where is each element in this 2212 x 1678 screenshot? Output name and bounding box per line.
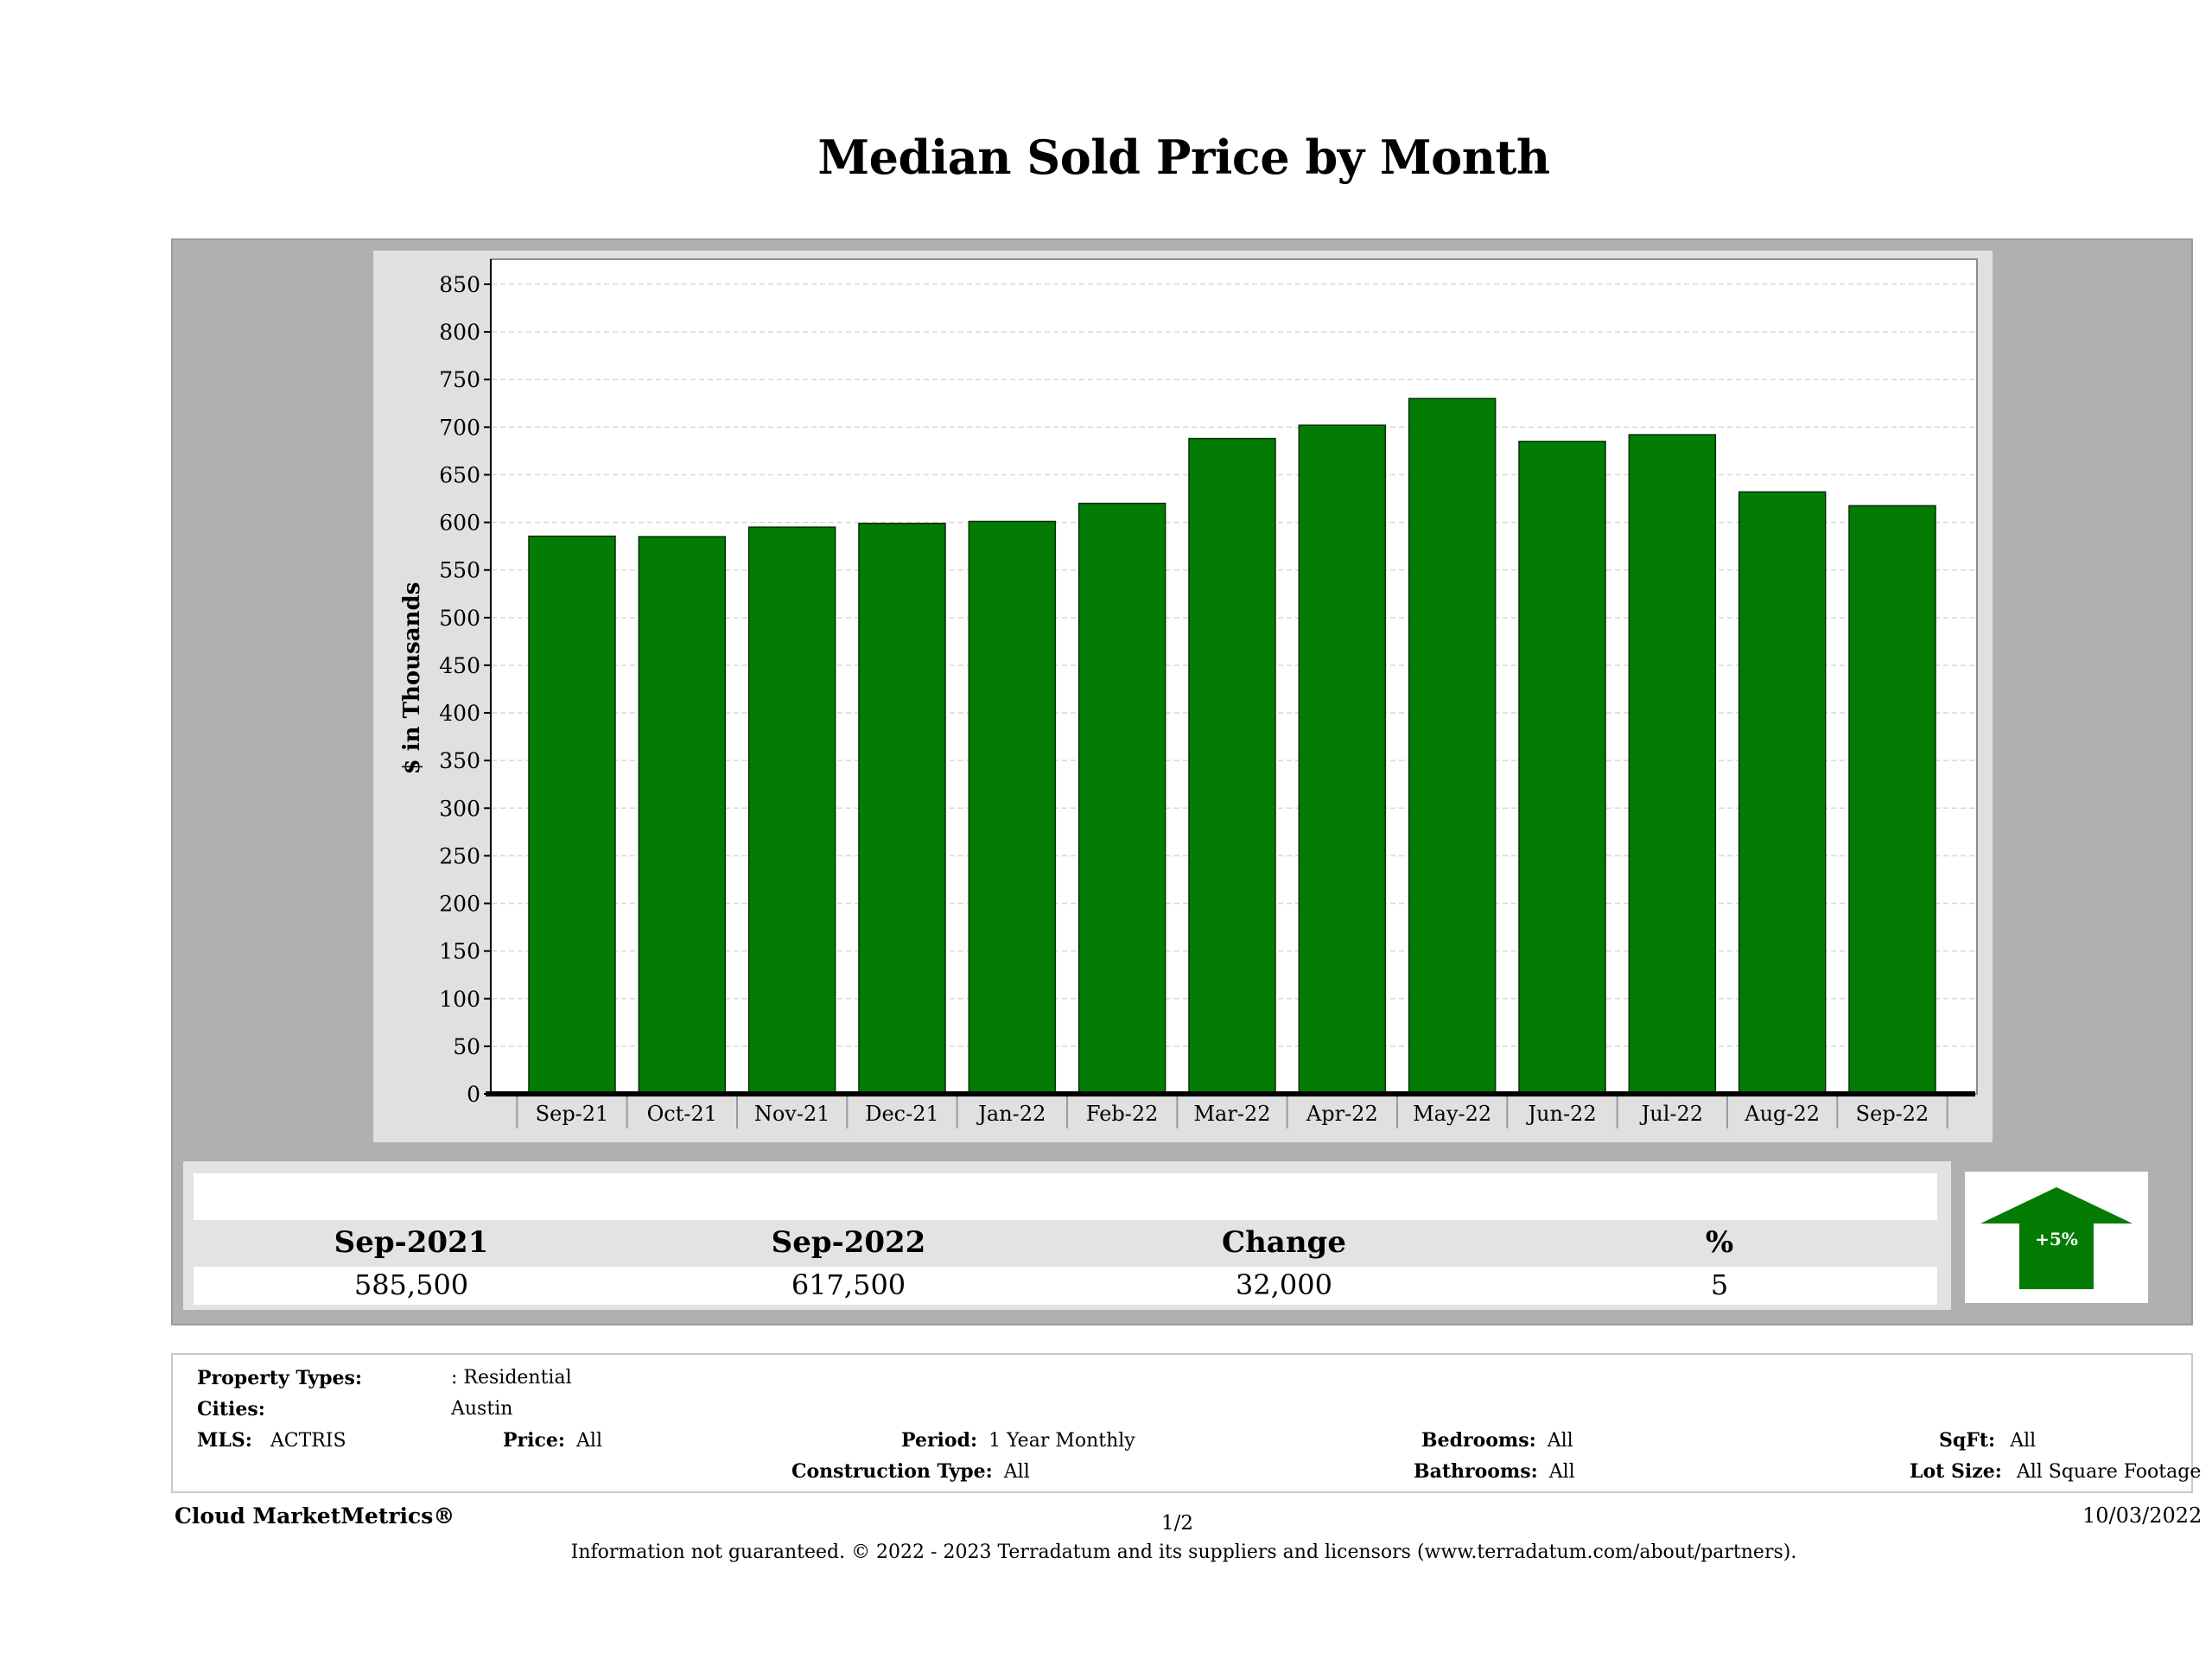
bar (1848, 505, 1936, 1095)
up-arrow-icon (1980, 1187, 2133, 1289)
x-tick-label: Apr-22 (1306, 1102, 1378, 1126)
filter-period-label: Period: (901, 1429, 978, 1452)
change-arrow-box (1965, 1172, 2148, 1303)
y-tick-label: 400 (439, 701, 480, 726)
bar (1628, 434, 1717, 1095)
summary-percent-header: % (1705, 1225, 1734, 1260)
filter-property-types-value: : Residential (451, 1367, 572, 1389)
bar (638, 536, 727, 1095)
filter-bathrooms: Bathrooms: All (1414, 1460, 1575, 1483)
filter-bathrooms-value: All (1548, 1461, 1575, 1483)
summary-start-value: 585,500 (353, 1268, 469, 1301)
x-tick-label: Jul-22 (1639, 1102, 1703, 1126)
summary-percent-value: 5 (1710, 1268, 1729, 1301)
summary-values-strip (194, 1267, 1937, 1305)
filter-mls: MLS: ACTRIS (197, 1429, 346, 1452)
filter-construction-type-label: Construction Type: (791, 1460, 993, 1483)
x-tick-label: May-22 (1413, 1102, 1491, 1126)
y-tick-label: 500 (439, 606, 480, 631)
filter-period-value: 1 Year Monthly (988, 1430, 1135, 1452)
x-tick-label: Sep-22 (1856, 1102, 1929, 1126)
filter-lot-size: Lot Size: All Square Footage (1910, 1460, 2201, 1483)
y-tick-label: 350 (439, 748, 480, 773)
filter-mls-value: ACTRIS (270, 1430, 346, 1452)
x-tick-label: Sep-21 (536, 1102, 609, 1126)
bar (968, 520, 1057, 1095)
y-tick-label: 100 (439, 987, 480, 1012)
y-tick-label: 450 (439, 653, 480, 678)
filter-bedrooms-value: All (1547, 1430, 1573, 1452)
bar (858, 522, 946, 1095)
y-tick-label: 550 (439, 558, 480, 583)
y-axis-label: $ in Thousands (399, 582, 425, 775)
filter-price-value: All (576, 1430, 602, 1452)
y-tick-label: 700 (439, 415, 480, 440)
footer-disclaimer: Information not guaranteed. © 2022 - 202… (570, 1541, 1797, 1563)
filter-cities-label: Cities: (197, 1398, 265, 1421)
filter-construction-type: Construction Type: All (791, 1460, 1030, 1483)
bar (1077, 502, 1166, 1095)
filter-period: Period: 1 Year Monthly (901, 1429, 1135, 1452)
filter-sqft-label: SqFt: (1939, 1429, 1996, 1452)
bar (1518, 441, 1606, 1095)
footer-page-number: 1/2 (1161, 1512, 1194, 1535)
summary-top-strip (194, 1173, 1937, 1220)
filters-panel (171, 1353, 2193, 1493)
summary-start-header: Sep-2021 (334, 1225, 489, 1260)
filter-bathrooms-label: Bathrooms: (1414, 1460, 1538, 1483)
y-tick-label: 800 (439, 320, 480, 345)
y-tick-label: 300 (439, 796, 480, 821)
change-arrow-label: +5% (2035, 1229, 2078, 1249)
bar (1738, 491, 1827, 1095)
y-tick-label: 850 (439, 272, 480, 297)
summary-change-header: Change (1222, 1225, 1346, 1260)
y-tick-label: 600 (439, 511, 480, 536)
filter-property-types: Property Types: (197, 1367, 362, 1389)
filter-price: Price: All (503, 1429, 602, 1452)
footer-brand: Cloud MarketMetrics® (175, 1503, 455, 1529)
filter-mls-label: MLS: (197, 1429, 252, 1452)
x-tick-label: Aug-22 (1744, 1102, 1820, 1126)
filter-bedrooms: Bedrooms: All (1421, 1429, 1573, 1452)
y-tick-label: 50 (453, 1034, 480, 1059)
filter-sqft: SqFt: All (1939, 1429, 2036, 1452)
x-tick-label: Jun-22 (1525, 1102, 1596, 1126)
filter-cities: Cities: (197, 1398, 265, 1421)
filter-cities-value: Austin (451, 1398, 513, 1420)
bar (1298, 424, 1387, 1095)
y-tick-label: 150 (439, 939, 480, 964)
bar (1188, 437, 1276, 1095)
filter-bedrooms-label: Bedrooms: (1421, 1429, 1536, 1452)
y-tick-label: 250 (439, 843, 480, 868)
chart-title: Median Sold Price by Month (817, 130, 1550, 185)
filter-lot-size-label: Lot Size: (1910, 1460, 2002, 1483)
footer-date: 10/03/2022 (2082, 1503, 2202, 1528)
summary-change-value: 32,000 (1236, 1268, 1332, 1301)
x-tick-label: Oct-21 (647, 1102, 717, 1126)
bar (747, 526, 836, 1095)
summary-end-value: 617,500 (791, 1268, 906, 1301)
x-tick-label: Dec-21 (865, 1102, 939, 1126)
x-tick-label: Feb-22 (1086, 1102, 1159, 1126)
filter-sqft-value: All (2010, 1430, 2037, 1452)
bar (1408, 397, 1497, 1095)
filter-lot-size-value: All Square Footage (2016, 1461, 2202, 1483)
filter-price-label: Price: (503, 1429, 566, 1452)
y-tick-label: 750 (439, 367, 480, 392)
x-tick-label: Nov-21 (754, 1102, 830, 1126)
y-tick-label: 650 (439, 462, 480, 487)
filter-property-types-label: Property Types: (197, 1367, 363, 1389)
y-tick-label: 200 (439, 892, 480, 917)
x-tick-label: Jan-22 (976, 1102, 1046, 1126)
y-tick-label: 0 (467, 1082, 480, 1107)
bar (528, 535, 616, 1095)
x-tick-label: Mar-22 (1193, 1102, 1270, 1126)
summary-end-header: Sep-2022 (771, 1225, 926, 1260)
filter-construction-type-value: All (1003, 1461, 1030, 1483)
